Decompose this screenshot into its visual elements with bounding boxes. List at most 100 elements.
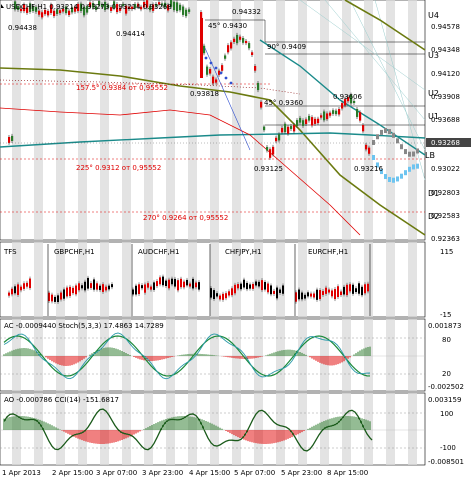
tfs-candle — [298, 289, 300, 300]
tfs-candle — [343, 286, 345, 295]
tfs-candle — [219, 295, 221, 300]
tfs-candle — [313, 293, 315, 298]
session-stripe — [100, 0, 109, 240]
time-label: 1 Apr 2013 — [2, 469, 41, 477]
candle-body — [293, 125, 296, 132]
forecast-mark — [392, 132, 395, 138]
tfs-candle — [210, 288, 212, 298]
tfs-candle — [8, 292, 10, 296]
session-stripe — [232, 319, 241, 391]
session-stripe — [78, 242, 87, 317]
price-tick: 0.93688 — [431, 116, 460, 124]
candle-body — [95, 6, 98, 11]
tfs-candle — [11, 288, 13, 295]
session-stripe — [254, 319, 263, 391]
session-stripe — [386, 319, 395, 391]
tfs-candle — [195, 282, 197, 288]
candle-body — [35, 6, 38, 12]
red-ma-line — [0, 107, 361, 236]
session-stripe — [144, 0, 153, 240]
time-label: 5 Apr 07:00 — [234, 469, 275, 477]
candle-body — [347, 97, 350, 102]
candle-body — [305, 119, 308, 125]
candle-body — [44, 9, 47, 15]
tfs-candle — [156, 281, 158, 287]
session-stripe — [12, 242, 21, 317]
candle-body — [140, 6, 143, 10]
tfs-candle — [150, 286, 152, 290]
fib-label: 157.5° 0.9384 от 0,95552 — [76, 84, 168, 92]
tfs-candle — [78, 283, 80, 291]
candle-body — [119, 7, 122, 11]
forecast-mark — [388, 176, 391, 182]
tfs-candle — [162, 276, 164, 286]
tfs-candle — [20, 286, 22, 291]
session-stripe — [298, 242, 307, 317]
candle-body — [41, 12, 44, 18]
peak-label: 0.93606 — [333, 93, 362, 101]
candle-body — [179, 4, 182, 11]
tfs-candle — [54, 296, 56, 302]
candle-body — [62, 8, 65, 12]
session-stripe — [100, 393, 109, 465]
level-label-u4: U4 — [428, 11, 439, 20]
session-stripe — [56, 319, 65, 391]
candle-body — [326, 113, 329, 120]
tfs-candle — [249, 284, 251, 289]
forecast-mark — [412, 151, 415, 157]
tfs-candle — [26, 282, 28, 287]
candle-body — [200, 12, 203, 19]
session-stripe — [276, 242, 285, 317]
price-tick: 0.92803 — [431, 189, 460, 197]
forecast-mark — [372, 155, 375, 160]
candle-body — [314, 118, 317, 124]
tfs-candle — [352, 284, 354, 294]
candle-body — [17, 5, 20, 10]
candle-body — [281, 127, 284, 133]
candle-body — [101, 4, 104, 8]
candle-body — [215, 79, 218, 83]
ao-scale-100: 100 — [440, 410, 453, 418]
level-label-u3: U3 — [428, 51, 439, 60]
forecast-mark — [372, 140, 375, 145]
tfs-scale-bottom: -15 — [440, 311, 451, 319]
candle-body — [278, 134, 281, 141]
session-stripe — [78, 0, 87, 240]
forecast-mark — [376, 134, 379, 140]
candle-body — [152, 4, 155, 11]
candle-body — [20, 8, 23, 12]
tfs-pair-label: AUDCHF,H1 — [138, 248, 179, 256]
session-stripe — [34, 0, 43, 240]
forecast-mark — [380, 169, 383, 175]
candle-body — [110, 7, 113, 11]
level-label-u2: U2 — [428, 89, 439, 98]
forecast-mark — [388, 129, 391, 135]
olive-ma-line-top — [344, 0, 426, 51]
candle-body — [98, 1, 101, 6]
teal-ma-line — [0, 132, 426, 148]
tfs-candle — [279, 289, 281, 293]
candle-body — [32, 5, 35, 12]
fib-label: 270° 0.9264 от 0,95552 — [143, 214, 228, 222]
candle-body — [308, 115, 311, 121]
session-stripe — [276, 393, 285, 465]
collapse-triangle-icon[interactable] — [1, 4, 4, 8]
tfs-candle — [105, 286, 107, 291]
candle-body — [185, 9, 188, 17]
candle-body — [83, 6, 86, 16]
session-stripe — [232, 242, 241, 317]
candle-body — [302, 120, 305, 126]
stoch-main-line — [3, 335, 371, 377]
forecast-mark — [408, 151, 411, 157]
session-stripe — [144, 242, 153, 317]
candle-body — [263, 126, 266, 131]
channel-line — [349, 0, 426, 151]
session-stripe — [78, 393, 87, 465]
tfs-candle — [222, 293, 224, 300]
tfs-candle — [270, 285, 272, 295]
candle-body — [137, 3, 140, 7]
ac-layer — [0, 332, 425, 380]
angle-box — [205, 19, 266, 42]
price-tick: 0.93908 — [431, 93, 460, 101]
